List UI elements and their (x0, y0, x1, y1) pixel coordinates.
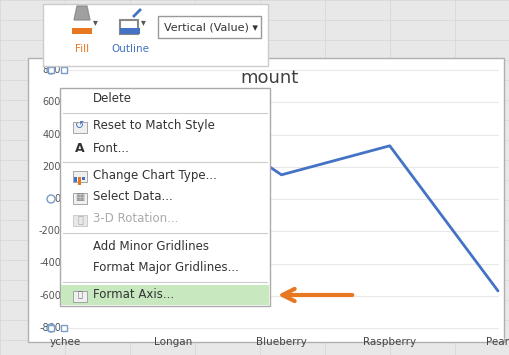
Bar (61, 285, 268, 305)
Text: A: A (75, 142, 84, 154)
Text: Vertical (Value) ▾: Vertical (Value) ▾ (164, 22, 258, 32)
Text: -600: -600 (39, 291, 61, 301)
Bar (73, 122, 87, 133)
Text: 📊: 📊 (77, 290, 82, 300)
Text: ↺: ↺ (75, 121, 84, 131)
Text: Select Data...: Select Data... (93, 191, 173, 203)
Circle shape (47, 324, 55, 332)
Text: 600: 600 (43, 97, 61, 107)
Text: -400: -400 (39, 258, 61, 268)
Bar (73, 291, 87, 302)
Text: 0: 0 (55, 194, 61, 204)
Text: Raspberry: Raspberry (362, 337, 415, 347)
Text: -800: -800 (39, 323, 61, 333)
Text: 800: 800 (43, 65, 61, 75)
Bar (61, 325, 67, 331)
Text: Change Chart Type...: Change Chart Type... (93, 169, 216, 181)
Text: 3-D Rotation...: 3-D Rotation... (93, 213, 178, 225)
Bar (120, 20, 138, 34)
Bar (158, 16, 261, 38)
Text: Format Axis...: Format Axis... (93, 289, 174, 301)
Bar (73, 171, 87, 182)
Polygon shape (74, 6, 90, 20)
Text: Add Minor Gridlines: Add Minor Gridlines (93, 240, 209, 252)
Text: ⬜: ⬜ (77, 214, 83, 224)
Text: Longan: Longan (154, 337, 192, 347)
Circle shape (47, 66, 55, 74)
Text: mount: mount (240, 69, 298, 87)
Bar (28, 58, 503, 342)
Text: Pear: Pear (486, 337, 508, 347)
Text: Format Major Gridlines...: Format Major Gridlines... (93, 262, 238, 274)
Text: -200: -200 (39, 226, 61, 236)
Text: 200: 200 (42, 162, 61, 172)
Bar (48, 67, 54, 73)
Text: Fill: Fill (75, 44, 89, 54)
Bar (73, 215, 87, 226)
Text: ▾: ▾ (140, 17, 146, 27)
Text: 400: 400 (43, 130, 61, 140)
Text: ▾: ▾ (93, 17, 98, 27)
Bar (60, 88, 269, 306)
Bar (82, 177, 86, 180)
Text: ▦: ▦ (75, 192, 84, 202)
Bar (120, 28, 140, 34)
Bar (74, 177, 77, 182)
Text: Reset to Match Style: Reset to Match Style (93, 120, 214, 132)
Bar (43, 4, 267, 66)
Bar (61, 67, 67, 73)
Bar (72, 28, 92, 34)
Text: Font...: Font... (93, 142, 130, 154)
Bar (73, 193, 87, 204)
Text: Blueberry: Blueberry (256, 337, 306, 347)
Circle shape (47, 195, 55, 203)
Text: Outline: Outline (111, 44, 149, 54)
Bar (78, 177, 81, 185)
Bar (48, 325, 54, 331)
Text: Delete: Delete (93, 93, 132, 105)
Text: ychee: ychee (49, 337, 80, 347)
